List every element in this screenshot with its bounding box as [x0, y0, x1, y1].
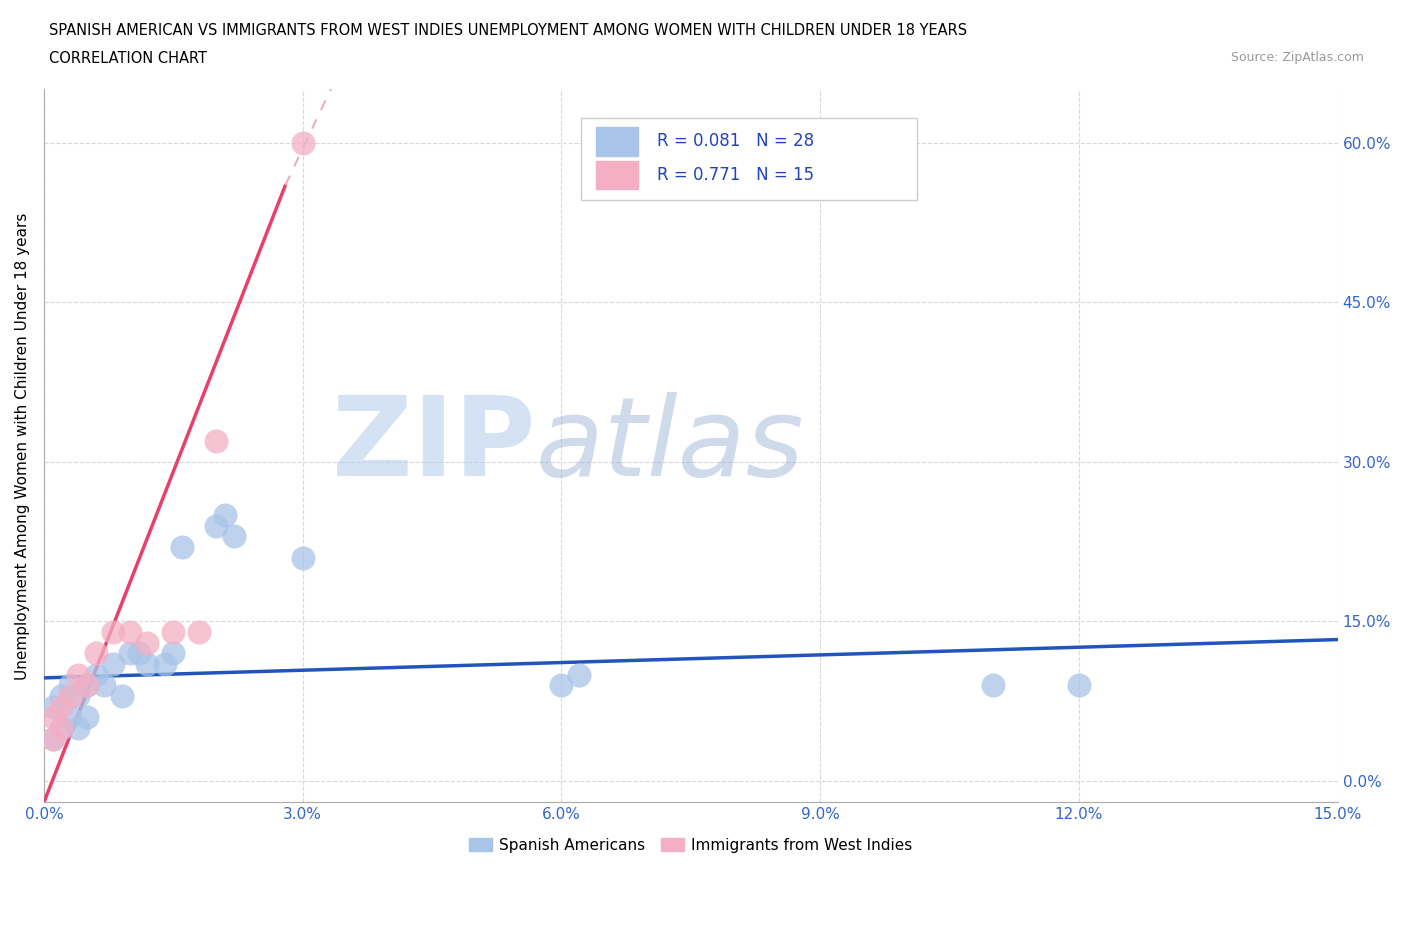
Point	[84, 667, 107, 682]
Point	[153, 657, 176, 671]
Point	[41, 699, 63, 714]
Point	[214, 508, 236, 523]
Point	[291, 135, 314, 150]
Text: atlas: atlas	[536, 392, 804, 499]
FancyBboxPatch shape	[581, 118, 917, 200]
Point	[49, 721, 72, 736]
FancyBboxPatch shape	[596, 127, 638, 155]
Text: R = 0.771   N = 15: R = 0.771 N = 15	[657, 166, 814, 184]
Point	[110, 688, 132, 703]
Point	[101, 625, 124, 640]
Point	[120, 646, 142, 661]
Point	[136, 657, 159, 671]
Text: Source: ZipAtlas.com: Source: ZipAtlas.com	[1230, 51, 1364, 64]
Point	[41, 731, 63, 746]
Point	[41, 731, 63, 746]
Point	[162, 646, 184, 661]
Point	[101, 657, 124, 671]
Point	[49, 688, 72, 703]
Point	[222, 529, 245, 544]
FancyBboxPatch shape	[596, 161, 638, 189]
Point	[981, 678, 1004, 693]
Point	[59, 688, 82, 703]
Point	[162, 625, 184, 640]
Point	[93, 678, 115, 693]
Point	[49, 721, 72, 736]
Point	[550, 678, 572, 693]
Point	[205, 518, 228, 533]
Point	[76, 710, 98, 724]
Point	[205, 433, 228, 448]
Point	[120, 625, 142, 640]
Point	[59, 678, 82, 693]
Point	[568, 667, 591, 682]
Y-axis label: Unemployment Among Women with Children Under 18 years: Unemployment Among Women with Children U…	[15, 212, 30, 680]
Point	[291, 551, 314, 565]
Point	[136, 635, 159, 650]
Point	[67, 721, 90, 736]
Point	[84, 646, 107, 661]
Point	[67, 667, 90, 682]
Point	[1067, 678, 1090, 693]
Point	[76, 678, 98, 693]
Point	[128, 646, 150, 661]
Point	[49, 699, 72, 714]
Point	[76, 678, 98, 693]
Point	[41, 710, 63, 724]
Point	[170, 539, 193, 554]
Point	[188, 625, 211, 640]
Text: CORRELATION CHART: CORRELATION CHART	[49, 51, 207, 66]
Point	[67, 688, 90, 703]
Text: R = 0.081   N = 28: R = 0.081 N = 28	[657, 132, 814, 151]
Text: SPANISH AMERICAN VS IMMIGRANTS FROM WEST INDIES UNEMPLOYMENT AMONG WOMEN WITH CH: SPANISH AMERICAN VS IMMIGRANTS FROM WEST…	[49, 23, 967, 38]
Legend: Spanish Americans, Immigrants from West Indies: Spanish Americans, Immigrants from West …	[463, 831, 918, 859]
Point	[59, 710, 82, 724]
Text: ZIP: ZIP	[332, 392, 536, 499]
